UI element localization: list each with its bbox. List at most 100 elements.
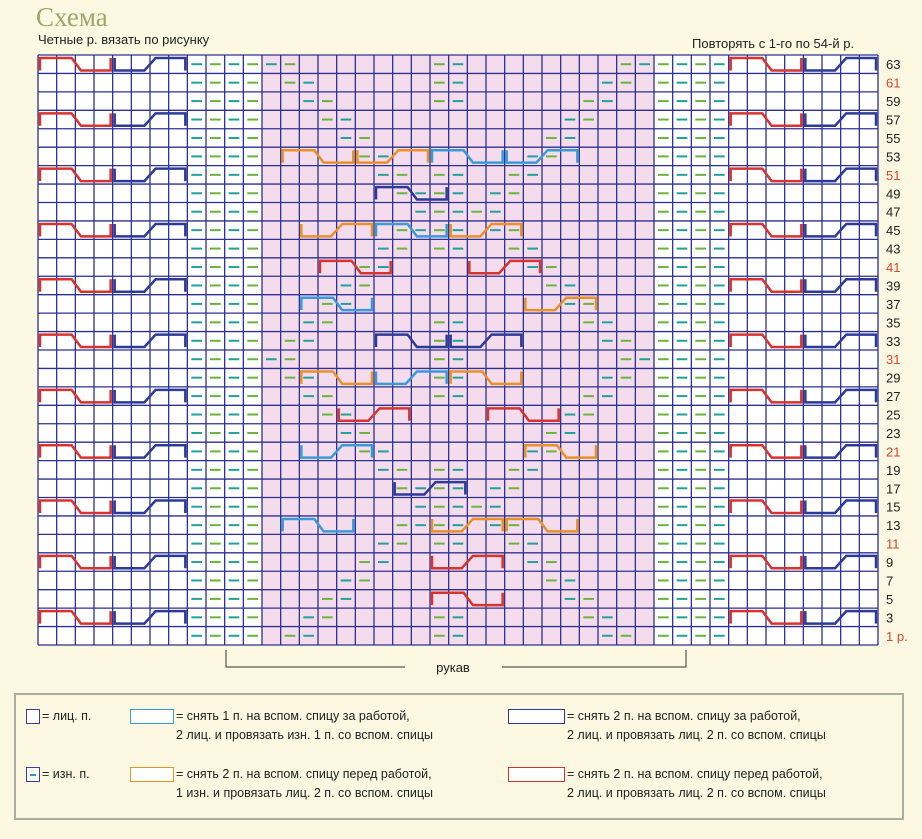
cable-front-icon bbox=[729, 388, 803, 404]
row-number: 21 bbox=[886, 444, 900, 459]
cable-back-icon bbox=[804, 609, 878, 625]
cable-front-icon bbox=[38, 112, 112, 127]
row-number: 57 bbox=[886, 113, 900, 128]
row-number: 13 bbox=[886, 518, 900, 533]
row-number: 47 bbox=[886, 205, 900, 220]
cable-back-icon bbox=[113, 554, 187, 570]
mid-cable-icon bbox=[337, 407, 411, 422]
cable-back-icon bbox=[804, 167, 878, 183]
legend-c2-line1: = снять 2 п. на вспом. спицу перед работ… bbox=[176, 767, 432, 781]
mid-cable-icon bbox=[468, 259, 542, 275]
cable-back-icon bbox=[804, 112, 878, 127]
cable-front-icon bbox=[729, 167, 803, 183]
cable-back-icon bbox=[804, 222, 878, 238]
mid-cable-icon bbox=[300, 296, 374, 312]
mid-cable-icon bbox=[524, 443, 598, 459]
mid-cable-icon bbox=[430, 517, 504, 533]
row-number: 35 bbox=[886, 315, 900, 330]
mid-cable-icon bbox=[300, 370, 374, 386]
legend-c4-line1: = снять 2 п. на вспом. спицу перед работ… bbox=[567, 767, 823, 781]
row-number: 25 bbox=[886, 408, 900, 423]
cable-front-icon bbox=[729, 499, 803, 515]
cable-back-icon bbox=[804, 443, 878, 459]
row-number: 43 bbox=[886, 242, 900, 257]
row-number: 3 bbox=[886, 610, 893, 625]
mid-cable-icon bbox=[430, 591, 504, 607]
mid-cable-icon bbox=[374, 222, 448, 238]
cable-front-icon bbox=[38, 554, 112, 570]
mid-cable-icon bbox=[505, 517, 579, 533]
knit-stitch-icon bbox=[26, 709, 40, 725]
mid-cable-icon bbox=[281, 517, 355, 533]
sleeve-label: рукав bbox=[436, 660, 470, 675]
legend-cable-3: = снять 2 п. на вспом. спицу за работой,… bbox=[508, 707, 826, 745]
mid-cable-icon bbox=[486, 407, 560, 422]
cable-back-icon bbox=[113, 443, 187, 459]
row-number: 51 bbox=[886, 168, 900, 183]
row-number: 45 bbox=[886, 223, 900, 238]
row-number: 27 bbox=[886, 389, 900, 404]
cable-front-icon bbox=[38, 333, 112, 349]
legend-purl: = изн. п. bbox=[26, 765, 90, 784]
cable-front-icon bbox=[729, 609, 803, 625]
mid-cable-icon bbox=[374, 370, 448, 386]
cable-back-icon bbox=[804, 499, 878, 515]
row-number: 39 bbox=[886, 278, 900, 293]
row-number: 29 bbox=[886, 371, 900, 386]
row-number: 17 bbox=[886, 481, 900, 496]
legend-c2-line2: 1 изн. и провязать лиц. 2 п. со вспом. с… bbox=[176, 786, 433, 800]
row-number: 41 bbox=[886, 260, 900, 275]
row-number: 5 bbox=[886, 592, 893, 607]
cable-front-icon bbox=[729, 443, 803, 459]
row-number: 1 р. bbox=[886, 629, 908, 644]
cable-front-icon bbox=[729, 554, 803, 570]
row-number: 63 bbox=[886, 57, 900, 72]
row-number: 49 bbox=[886, 186, 900, 201]
cable-2-front-purl-icon bbox=[130, 767, 174, 783]
row-number: 31 bbox=[886, 352, 900, 367]
cable-back-icon bbox=[804, 56, 878, 72]
legend-purl-label: = изн. п. bbox=[42, 767, 90, 781]
cable-back-icon bbox=[113, 112, 187, 127]
legend-knit: = лиц. п. bbox=[26, 707, 91, 726]
cable-front-icon bbox=[729, 56, 803, 72]
mid-cable-icon bbox=[300, 222, 374, 238]
legend-c1-line2: 2 лиц. и провязать изн. 1 п. со вспом. с… bbox=[176, 728, 433, 742]
chart-subtitle: Четные р. вязать по рисунку bbox=[38, 32, 210, 47]
cable-front-icon bbox=[38, 443, 112, 459]
mid-cable-icon bbox=[300, 443, 374, 459]
cable-front-icon bbox=[729, 112, 803, 127]
row-number: 33 bbox=[886, 334, 900, 349]
legend-cable-1: = снять 1 п. на вспом. спицу за работой,… bbox=[130, 707, 433, 745]
cable-front-icon bbox=[729, 222, 803, 238]
legend-c4-line2: 2 лиц. и провязать лиц. 2 п. со вспом. с… bbox=[567, 786, 826, 800]
row-number: 23 bbox=[886, 426, 900, 441]
cable-back-icon bbox=[113, 333, 187, 349]
cable-front-icon bbox=[729, 333, 803, 349]
mid-cable-icon bbox=[356, 148, 430, 164]
legend-cable-4: = снять 2 п. на вспом. спицу перед работ… bbox=[508, 765, 826, 803]
chart-title: Схема bbox=[36, 2, 108, 32]
mid-cable-icon bbox=[449, 370, 523, 386]
cable-back-icon bbox=[113, 388, 187, 404]
repeat-note: Повторять с 1-го по 54-й р. bbox=[692, 36, 855, 51]
knitting-chart-grid: 6361595755535149474543413937353331292725… bbox=[37, 54, 908, 675]
cable-back-icon bbox=[804, 333, 878, 349]
cable-back-icon bbox=[113, 222, 187, 238]
legend-knit-label: = лиц. п. bbox=[42, 709, 92, 723]
sleeve-bracket bbox=[225, 650, 687, 668]
cable-3-back-knit-icon bbox=[508, 709, 565, 725]
legend-c1-line1: = снять 1 п. на вспом. спицу за работой, bbox=[176, 709, 410, 723]
mid-cable-icon bbox=[374, 185, 448, 201]
mid-cable-icon bbox=[505, 148, 579, 164]
legend: = лиц. п. = изн. п. = снять 1 п. на вспо… bbox=[14, 693, 904, 820]
row-number: 9 bbox=[886, 555, 893, 570]
cable-front-icon bbox=[38, 222, 112, 238]
row-number: 19 bbox=[886, 463, 900, 478]
row-number: 15 bbox=[886, 500, 900, 515]
mid-cable-icon bbox=[318, 259, 392, 275]
legend-cable-2: = снять 2 п. на вспом. спицу перед работ… bbox=[130, 765, 433, 803]
cable-front-icon bbox=[38, 167, 112, 183]
mid-cable-icon bbox=[430, 554, 504, 570]
